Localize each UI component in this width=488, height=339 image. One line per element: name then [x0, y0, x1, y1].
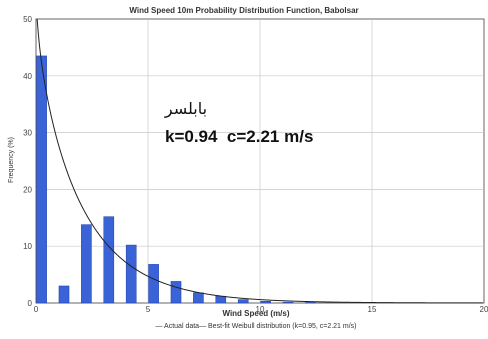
- y-tick-labels: 0 10 20 30 40 50: [23, 15, 32, 308]
- annotation-city-name: بابلسر: [164, 99, 207, 119]
- bar: [237, 299, 249, 304]
- bar: [148, 264, 159, 304]
- bar: [305, 302, 316, 304]
- y-tick-label: 0: [28, 299, 33, 308]
- bar: [282, 301, 294, 304]
- y-tick-label: 20: [23, 185, 32, 194]
- y-axis-label: Frequency (%): [8, 137, 15, 183]
- bars: [36, 55, 316, 304]
- x-tick-label: 15: [368, 305, 377, 314]
- bar: [81, 224, 92, 304]
- y-tick-label: 10: [23, 242, 32, 251]
- weibull-fit-curve: [36, 18, 483, 304]
- y-tick-label: 40: [23, 72, 32, 81]
- x-tick-label: 10: [256, 305, 265, 314]
- bar: [125, 244, 137, 304]
- x-tick-labels: 0 5 10 15 20: [34, 305, 488, 314]
- y-tick-label: 30: [23, 129, 32, 138]
- legend: — Actual data— Best-fit Weibull distribu…: [155, 323, 356, 330]
- bar: [193, 292, 204, 304]
- y-tick-label: 50: [23, 15, 32, 24]
- x-tick-label: 0: [34, 305, 39, 314]
- bar: [103, 216, 115, 304]
- bar: [36, 55, 47, 304]
- chart-title: Wind Speed 10m Probability Distribution …: [129, 6, 358, 15]
- bar: [215, 295, 227, 304]
- bar: [260, 301, 271, 304]
- x-tick-label: 20: [480, 305, 488, 314]
- bar: [58, 285, 70, 304]
- x-axis-label: Wind Speed (m/s): [222, 309, 289, 318]
- bar: [170, 281, 182, 304]
- annotation-weibull-params: k=0.94 c=2.21 m/s: [165, 127, 313, 146]
- x-tick-label: 5: [146, 305, 151, 314]
